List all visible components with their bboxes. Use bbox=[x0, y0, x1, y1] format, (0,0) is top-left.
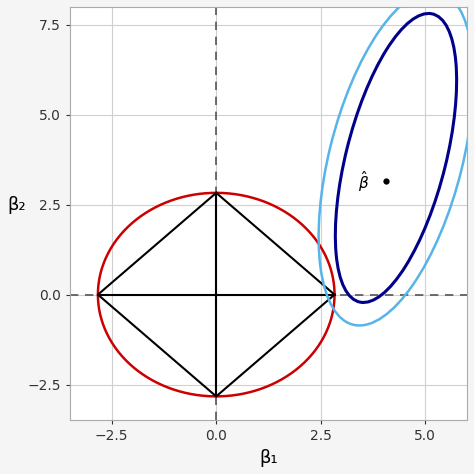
Text: $\hat{\beta}$: $\hat{\beta}$ bbox=[358, 169, 370, 194]
Y-axis label: β₂: β₂ bbox=[7, 196, 26, 214]
X-axis label: β₁: β₁ bbox=[259, 449, 278, 467]
